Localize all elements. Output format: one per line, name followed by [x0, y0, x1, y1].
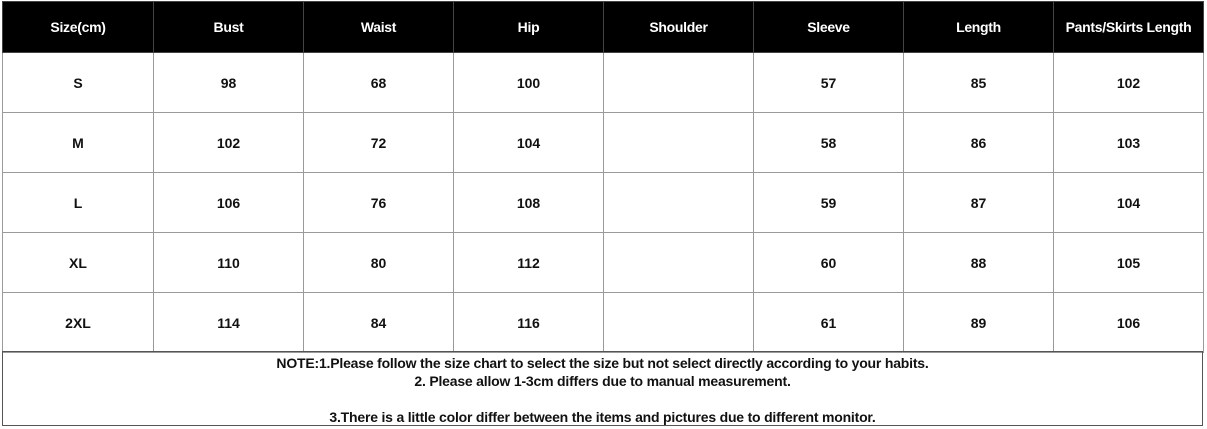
- table-cell: 106: [153, 172, 304, 233]
- table-cell: 59: [753, 172, 904, 233]
- header-row: Size(cm) Bust Waist Hip Shoulder Sleeve …: [2, 1, 1204, 53]
- table-row: M 102 72 104 58 86 103: [2, 112, 1204, 173]
- table-cell: 58: [753, 112, 904, 173]
- table-cell: 108: [453, 172, 604, 233]
- table-cell: S: [2, 52, 154, 113]
- table-cell: 106: [1053, 292, 1204, 353]
- table-row: XL 110 80 112 60 88 105: [2, 232, 1204, 293]
- header-bust: Bust: [153, 1, 304, 53]
- table-cell: 60: [753, 232, 904, 293]
- table-cell: 86: [903, 112, 1054, 173]
- table-cell: 103: [1053, 112, 1204, 173]
- table-cell: 114: [153, 292, 304, 353]
- table-cell: 116: [453, 292, 604, 353]
- table-cell: 2XL: [2, 292, 154, 353]
- table-cell: 98: [153, 52, 304, 113]
- note-2: 2. Please allow 1-3cm differs due to man…: [414, 373, 791, 389]
- table-cell: 72: [303, 112, 454, 173]
- header-pants-length: Pants/Skirts Length: [1053, 1, 1204, 53]
- notes-box: NOTE:1.Please follow the size chart to s…: [2, 351, 1203, 426]
- table-cell: 84: [303, 292, 454, 353]
- table-cell: 68: [303, 52, 454, 113]
- table-cell: 110: [153, 232, 304, 293]
- table-cell: XL: [2, 232, 154, 293]
- table-row: S 98 68 100 57 85 102: [2, 52, 1204, 113]
- table-cell: M: [2, 112, 154, 173]
- table-cell: [603, 232, 754, 293]
- table-cell: 112: [453, 232, 604, 293]
- table-row: L 106 76 108 59 87 104: [2, 172, 1204, 233]
- table-cell: 100: [453, 52, 604, 113]
- note-1: NOTE:1.Please follow the size chart to s…: [276, 355, 929, 371]
- table-cell: [603, 292, 754, 353]
- header-sleeve: Sleeve: [753, 1, 904, 53]
- table-cell: 102: [1053, 52, 1204, 113]
- table-cell: 57: [753, 52, 904, 113]
- table-cell: 80: [303, 232, 454, 293]
- table-cell: [603, 52, 754, 113]
- table-cell: 105: [1053, 232, 1204, 293]
- table-row: 2XL 114 84 116 61 89 106: [2, 292, 1204, 353]
- table-cell: 104: [453, 112, 604, 173]
- table-cell: [603, 172, 754, 233]
- table-cell: L: [2, 172, 154, 233]
- header-size: Size(cm): [2, 1, 154, 53]
- header-length: Length: [903, 1, 1054, 53]
- table-cell: 89: [903, 292, 1054, 353]
- header-shoulder: Shoulder: [603, 1, 754, 53]
- table-cell: 76: [303, 172, 454, 233]
- table-cell: 87: [903, 172, 1054, 233]
- header-hip: Hip: [453, 1, 604, 53]
- size-chart-table: Size(cm) Bust Waist Hip Shoulder Sleeve …: [2, 1, 1204, 353]
- table-cell: 104: [1053, 172, 1204, 233]
- table-cell: [603, 112, 754, 173]
- table-cell: 61: [753, 292, 904, 353]
- table-cell: 88: [903, 232, 1054, 293]
- note-3: 3.There is a little color differ between…: [329, 409, 876, 425]
- table-cell: 85: [903, 52, 1054, 113]
- table-cell: 102: [153, 112, 304, 173]
- header-waist: Waist: [303, 1, 454, 53]
